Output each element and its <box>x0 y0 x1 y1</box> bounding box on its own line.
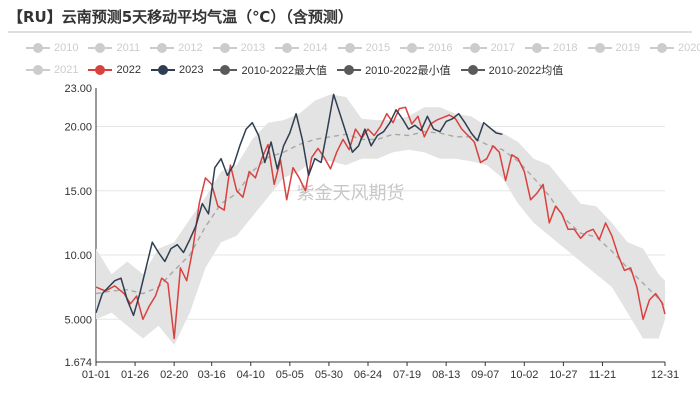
legend-row-1: 2010 2011 2012 2013 2014 2015 2016 2017 2018 2019… <box>0 38 700 58</box>
legend-item-r1-0[interactable]: 2010 <box>26 42 78 54</box>
legend-item-r2-5[interactable]: 2010-2022均值 <box>460 62 564 78</box>
legend-marker <box>275 42 300 54</box>
legend-item-r1-3[interactable]: 2013 <box>212 42 266 54</box>
legend-label: 2010 <box>54 42 79 54</box>
legend-marker <box>88 42 113 54</box>
legend-label: 2010-2022均值 <box>488 65 564 77</box>
chart-title: 【RU】云南预测5天移动平均气温（℃）（含预测） <box>8 8 353 26</box>
watermark-text: 紫金天风期货 <box>297 183 405 204</box>
x-tick-label: 05-05 <box>276 369 304 381</box>
legend-label: 2014 <box>303 42 328 54</box>
x-tick-label: 08-13 <box>432 369 460 381</box>
legend-marker <box>462 42 487 54</box>
legend-item-r1-8[interactable]: 2018 <box>525 42 578 54</box>
legend-label: 2010-2022最大值 <box>241 65 328 77</box>
x-tick-label: 12-31 <box>651 369 679 381</box>
legend-label: 2023 <box>178 64 204 76</box>
y-tick-label: 20.00 <box>64 122 92 134</box>
legend-item-r1-7[interactable]: 2017 <box>462 42 516 54</box>
y-tick-label: 10.00 <box>64 250 92 262</box>
legend-marker <box>88 64 113 76</box>
x-tick-label: 05-30 <box>315 369 343 381</box>
legend-marker <box>213 64 238 76</box>
x-tick-label: 03-16 <box>198 369 226 381</box>
legend-item-r2-4[interactable]: 2010-2022最小值 <box>337 62 451 78</box>
legend-marker <box>400 42 425 54</box>
series-2023-line <box>95 93 503 317</box>
legend-marker <box>337 42 362 54</box>
legend-label: 2012 <box>178 42 203 54</box>
legend-item-r1-5[interactable]: 2015 <box>337 42 391 54</box>
legend-label: 2017 <box>490 42 516 54</box>
x-tick-label: 10-02 <box>510 369 538 381</box>
x-tick-label: 01-26 <box>121 369 149 381</box>
legend-item-r1-4[interactable]: 2014 <box>275 42 328 54</box>
legend-label: 2019 <box>615 42 641 54</box>
legend-marker <box>650 42 675 54</box>
legend-marker <box>212 42 237 54</box>
legend-label: 2013 <box>240 42 266 54</box>
legend-item-r2-3[interactable]: 2010-2022最大值 <box>213 62 327 78</box>
y-tick-label: 23.00 <box>64 83 92 95</box>
legend-label: 2020 <box>678 42 700 54</box>
legend-item-r1-2[interactable]: 2012 <box>150 42 203 54</box>
legend-item-r1-6[interactable]: 2016 <box>400 42 453 54</box>
legend-item-r1-9[interactable]: 2019 <box>587 42 641 54</box>
legend-item-r2-2[interactable]: 2023 <box>150 64 204 76</box>
x-tick-label: 02-20 <box>160 369 188 381</box>
legend-label: 2011 <box>116 42 141 54</box>
x-tick-label: 04-10 <box>237 369 265 381</box>
legend-label: 2018 <box>553 42 578 54</box>
legend-item-r2-1[interactable]: 2022 <box>88 64 141 76</box>
legend-marker <box>460 64 485 76</box>
legend-marker <box>150 42 175 54</box>
y-tick-label: 5.000 <box>64 314 92 326</box>
x-tick-label: 07-19 <box>393 369 421 381</box>
legend-label: 2010-2022最小值 <box>365 65 451 77</box>
legend-item-r2-0[interactable]: 2021 <box>26 64 78 76</box>
x-tick-label: 06-24 <box>354 369 382 381</box>
legend: 2010 2011 2012 2013 2014 2015 2016 2017 2018 2019… <box>0 38 700 80</box>
legend-marker <box>150 64 175 76</box>
legend-item-r1-10[interactable]: 2020 <box>650 42 700 54</box>
series-2022-line <box>95 106 666 340</box>
x-tick-label: 09-07 <box>471 369 499 381</box>
legend-marker <box>26 42 50 54</box>
range-band <box>96 94 665 346</box>
legend-marker <box>587 42 612 54</box>
legend-marker <box>525 42 550 54</box>
legend-label: 2015 <box>365 42 391 54</box>
y-tick-label: 15.00 <box>64 186 92 198</box>
legend-row-2: 2021 2022 2023 2010-2022最大值 2010-2022最小值 2010… <box>0 60 700 80</box>
x-tick-label: 01-01 <box>82 369 110 381</box>
legend-label: 2016 <box>428 42 453 54</box>
y-tick-label: 1.674 <box>64 357 92 369</box>
legend-label: 2022 <box>116 64 141 76</box>
legend-item-r1-1[interactable]: 2011 <box>88 42 140 54</box>
legend-label: 2021 <box>54 64 79 76</box>
legend-marker <box>337 64 362 76</box>
legend-marker <box>26 64 50 76</box>
x-tick-label: 10-27 <box>549 369 577 381</box>
x-tick-label: 11-21 <box>589 369 616 381</box>
